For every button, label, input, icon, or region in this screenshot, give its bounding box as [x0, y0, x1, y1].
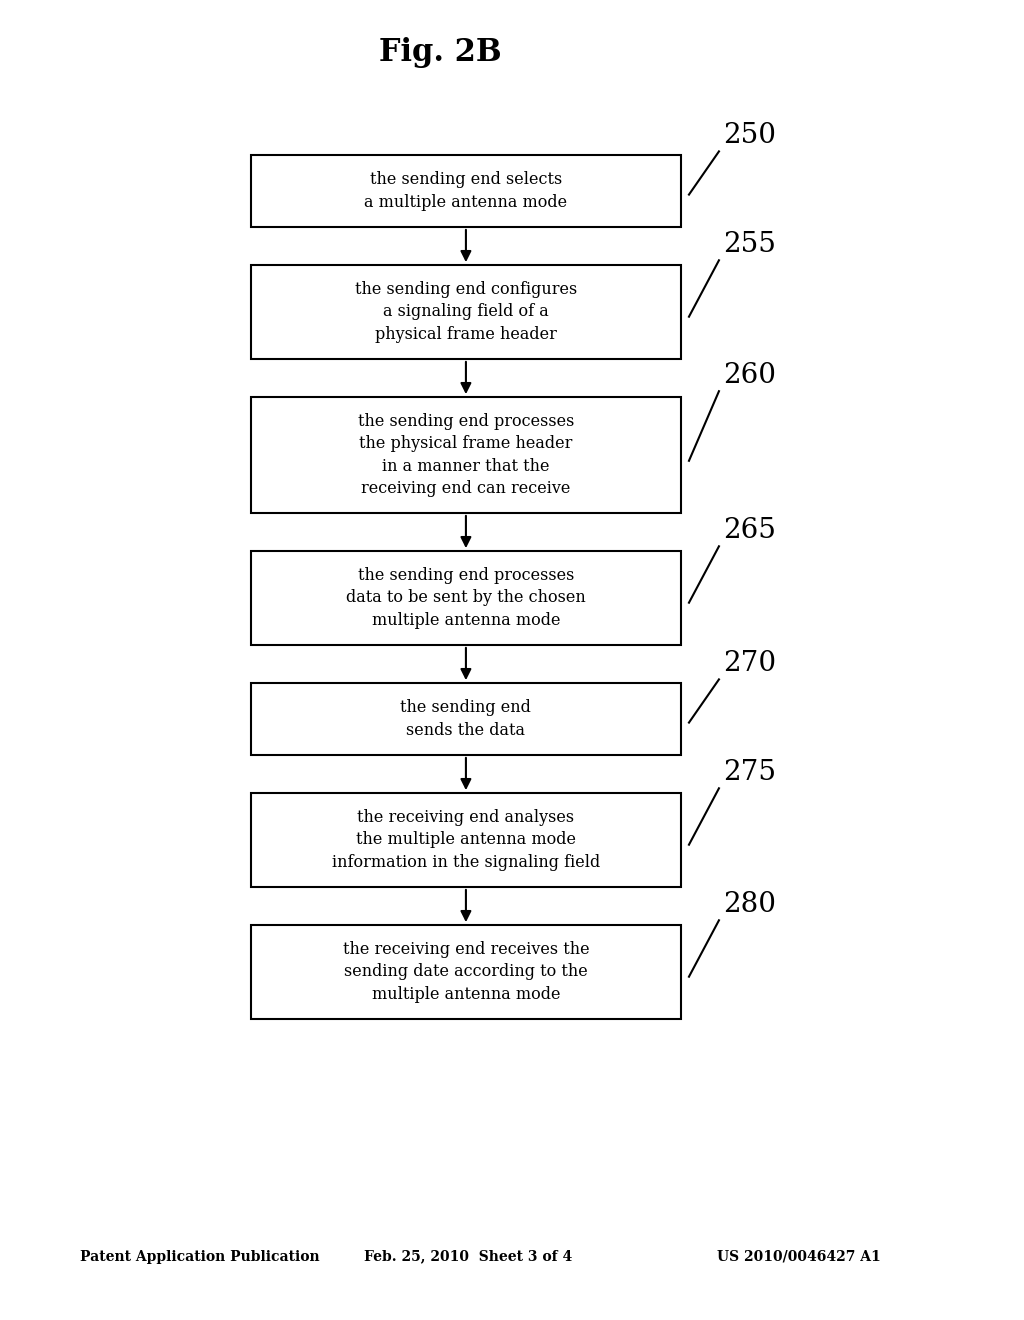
Bar: [251, 265, 681, 359]
Text: 275: 275: [723, 759, 776, 787]
Bar: [251, 925, 681, 1019]
Bar: [251, 682, 681, 755]
Text: US 2010/0046427 A1: US 2010/0046427 A1: [717, 1250, 881, 1263]
Text: the sending end selects
a multiple antenna mode: the sending end selects a multiple anten…: [365, 172, 567, 211]
Text: the sending end
sends the data: the sending end sends the data: [400, 700, 531, 739]
Text: the receiving end analyses
the multiple antenna mode
information in the signalin: the receiving end analyses the multiple …: [332, 809, 600, 871]
Text: Patent Application Publication: Patent Application Publication: [80, 1250, 319, 1263]
Text: 255: 255: [723, 231, 776, 259]
Text: 250: 250: [723, 123, 776, 149]
Text: 280: 280: [723, 891, 776, 919]
Text: the sending end processes
the physical frame header
in a manner that the
receivi: the sending end processes the physical f…: [357, 413, 574, 496]
Bar: [251, 397, 681, 513]
Bar: [251, 793, 681, 887]
Bar: [251, 154, 681, 227]
Text: 265: 265: [723, 517, 776, 544]
Bar: [251, 550, 681, 645]
Text: 260: 260: [723, 362, 776, 389]
Text: the sending end processes
data to be sent by the chosen
multiple antenna mode: the sending end processes data to be sen…: [346, 568, 586, 628]
Text: the sending end configures
a signaling field of a
physical frame header: the sending end configures a signaling f…: [354, 281, 578, 343]
Text: the receiving end receives the
sending date according to the
multiple antenna mo: the receiving end receives the sending d…: [343, 941, 589, 1003]
Text: Feb. 25, 2010  Sheet 3 of 4: Feb. 25, 2010 Sheet 3 of 4: [364, 1250, 571, 1263]
Text: 270: 270: [723, 651, 776, 677]
Text: Fig. 2B: Fig. 2B: [379, 37, 502, 69]
